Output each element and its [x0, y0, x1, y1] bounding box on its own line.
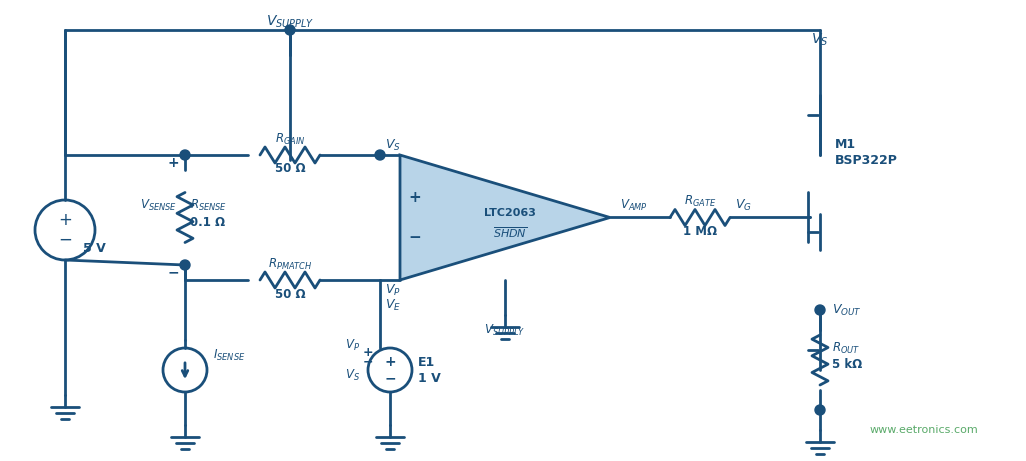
Text: $V_G$: $V_G$ — [735, 198, 752, 213]
Circle shape — [815, 405, 825, 415]
Text: $R_{GATE}$: $R_{GATE}$ — [683, 194, 716, 209]
Text: −: − — [384, 371, 396, 385]
Text: $V_{SUPPLY}$: $V_{SUPPLY}$ — [266, 14, 314, 30]
Text: $V_{SENSE}$: $V_{SENSE}$ — [140, 198, 177, 213]
Text: E1: E1 — [418, 355, 435, 368]
Text: −: − — [363, 355, 373, 368]
Text: LTC2063: LTC2063 — [484, 207, 536, 218]
Text: 1 V: 1 V — [418, 372, 441, 384]
Text: 1 MΩ: 1 MΩ — [683, 225, 717, 238]
Text: +: + — [362, 345, 373, 359]
Text: +: + — [384, 355, 396, 369]
Text: $R_{SENSE}$: $R_{SENSE}$ — [190, 198, 227, 213]
Polygon shape — [400, 155, 610, 280]
Text: $R_{GAIN}$: $R_{GAIN}$ — [275, 131, 306, 147]
Text: −: − — [167, 265, 179, 279]
Text: www.eetronics.com: www.eetronics.com — [870, 425, 979, 435]
Text: −: − — [408, 230, 422, 245]
Text: $R_{OUT}$: $R_{OUT}$ — [832, 341, 860, 355]
Text: BSP322P: BSP322P — [835, 154, 898, 166]
Circle shape — [815, 305, 825, 315]
Text: 50 Ω: 50 Ω — [275, 162, 306, 176]
Circle shape — [180, 260, 190, 270]
Circle shape — [285, 25, 295, 35]
Text: +: + — [408, 190, 422, 205]
Text: $I_{SENSE}$: $I_{SENSE}$ — [213, 348, 245, 362]
Text: $V_P$: $V_P$ — [345, 337, 360, 353]
Text: +: + — [167, 156, 179, 170]
Text: $V_S$: $V_S$ — [812, 32, 829, 48]
Text: +: + — [58, 211, 72, 229]
Text: $V_S$: $V_S$ — [345, 367, 360, 383]
Circle shape — [374, 150, 385, 160]
Text: $V_{AMP}$: $V_{AMP}$ — [620, 198, 647, 213]
Text: 5 V: 5 V — [83, 242, 106, 254]
Text: $V_{OUT}$: $V_{OUT}$ — [832, 302, 862, 318]
Text: $R_{PMATCH}$: $R_{PMATCH}$ — [268, 256, 312, 272]
Circle shape — [180, 150, 190, 160]
Text: 0.1 Ω: 0.1 Ω — [190, 216, 225, 229]
Text: M1: M1 — [835, 138, 856, 152]
Text: $V_S$: $V_S$ — [385, 137, 401, 153]
Text: $\overline{SHDN}$: $\overline{SHDN}$ — [492, 225, 527, 240]
Text: 50 Ω: 50 Ω — [275, 288, 306, 301]
Text: −: − — [58, 231, 72, 249]
Text: 5 kΩ: 5 kΩ — [832, 359, 862, 372]
Text: $V_P$: $V_P$ — [385, 283, 401, 297]
Text: $V_E$: $V_E$ — [385, 297, 401, 313]
Text: $V_{SUPPLY}$: $V_{SUPPLY}$ — [484, 322, 525, 337]
